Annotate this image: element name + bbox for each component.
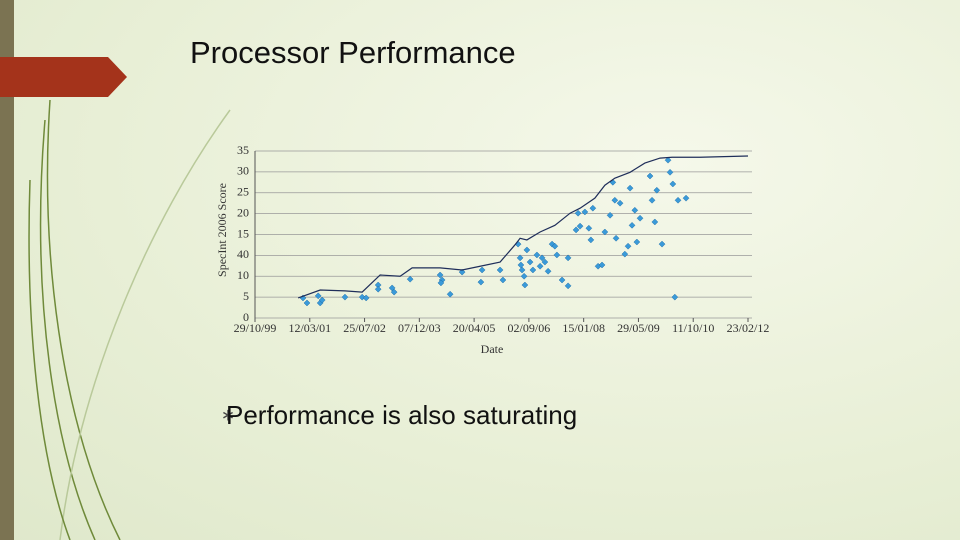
- data-point: [533, 251, 541, 259]
- data-point: [521, 281, 529, 289]
- y-axis-label: SpecInt 2006 Score: [215, 183, 229, 277]
- data-point: [516, 254, 524, 262]
- data-point: [544, 267, 552, 275]
- data-point: [341, 293, 349, 301]
- data-point: [458, 268, 466, 276]
- x-tick-label: 07/12/03: [398, 321, 441, 335]
- y-tick-label: 35: [237, 143, 249, 157]
- side-strip: [0, 0, 14, 540]
- data-point: [574, 209, 582, 217]
- data-point: [585, 224, 593, 232]
- envelope-line: [297, 155, 749, 299]
- data-point: [526, 258, 534, 266]
- data-point: [601, 228, 609, 236]
- data-point: [606, 211, 614, 219]
- data-point: [648, 196, 656, 204]
- data-point: [658, 240, 666, 248]
- data-point: [478, 266, 486, 274]
- x-tick-label: 15/01/08: [562, 321, 605, 335]
- data-point: [362, 294, 370, 302]
- data-point: [564, 254, 572, 262]
- data-point: [621, 250, 629, 258]
- data-point: [541, 258, 549, 266]
- data-point: [390, 288, 398, 296]
- data-point: [558, 276, 566, 284]
- x-tick-label: 25/07/02: [343, 321, 386, 335]
- x-tick-label: 29/05/09: [617, 321, 660, 335]
- data-point: [446, 290, 454, 298]
- data-point: [624, 242, 632, 250]
- data-point: [631, 206, 639, 214]
- data-point: [671, 293, 679, 301]
- data-point: [682, 194, 690, 202]
- data-point: [669, 180, 677, 188]
- data-point: [626, 184, 634, 192]
- y-tick-label: 5: [243, 289, 249, 303]
- data-point: [612, 234, 620, 242]
- data-point: [374, 285, 382, 293]
- y-tick-label: 0: [243, 310, 249, 324]
- data-point: [636, 214, 644, 222]
- data-point: [477, 278, 485, 286]
- y-tick-label: 15: [237, 226, 249, 240]
- data-point: [536, 262, 544, 270]
- data-point: [538, 254, 546, 262]
- x-tick-label: 12/03/01: [288, 321, 331, 335]
- x-tick-label: 20/04/05: [453, 321, 496, 335]
- data-point: [598, 261, 606, 269]
- data-point: [572, 226, 580, 234]
- x-tick-label: 29/10/99: [234, 321, 277, 335]
- decor-swoosh: [28, 99, 231, 540]
- y-tick-label: 40: [237, 247, 249, 261]
- data-point: [358, 293, 366, 301]
- data-point: [529, 266, 537, 274]
- data-point: [303, 299, 311, 307]
- data-point: [628, 221, 636, 229]
- data-point: [436, 271, 444, 279]
- data-point: [520, 272, 528, 280]
- y-tick-label: 20: [237, 205, 249, 219]
- data-point: [664, 156, 672, 164]
- y-tick-label: 30: [237, 164, 249, 178]
- bullet-text: Performance is also saturating: [226, 400, 577, 430]
- slide-title: Processor Performance: [190, 35, 516, 70]
- data-point: [653, 186, 661, 194]
- title-arrow: [0, 57, 127, 97]
- x-tick-label: 11/10/10: [672, 321, 714, 335]
- x-axis-label: Date: [481, 342, 504, 356]
- data-point: [587, 236, 595, 244]
- data-point: [517, 261, 525, 269]
- data-point: [406, 275, 414, 283]
- x-tick-label: 02/09/06: [508, 321, 551, 335]
- data-point: [518, 266, 526, 274]
- y-tick-label: 10: [237, 268, 249, 282]
- data-point: [646, 172, 654, 180]
- data-point: [523, 246, 531, 254]
- data-point: [318, 296, 326, 304]
- data-point: [551, 242, 559, 250]
- data-point: [499, 276, 507, 284]
- data-point: [314, 292, 322, 300]
- data-point: [633, 238, 641, 246]
- data-point: [581, 208, 589, 216]
- data-point: [564, 282, 572, 290]
- x-tick-label: 23/02/12: [727, 321, 770, 335]
- data-point: [666, 168, 674, 176]
- data-point: [616, 199, 624, 207]
- data-point: [496, 266, 504, 274]
- data-point: [674, 196, 682, 204]
- y-tick-label: 25: [237, 185, 249, 199]
- data-point: [611, 196, 619, 204]
- data-point: [437, 279, 445, 287]
- data-point: [553, 251, 561, 259]
- data-point: [651, 218, 659, 226]
- bullet-marker: ∗: [221, 405, 235, 424]
- data-point: [576, 222, 584, 230]
- data-point: [589, 204, 597, 212]
